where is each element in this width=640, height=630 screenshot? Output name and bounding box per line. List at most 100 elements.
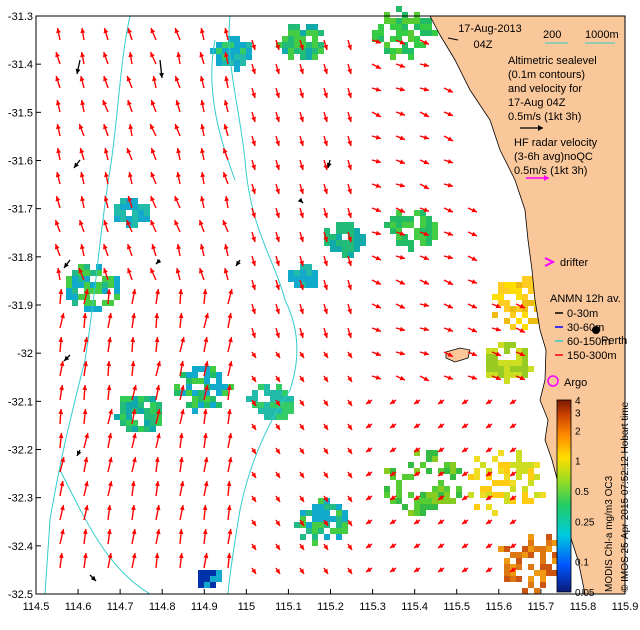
chl-pixel xyxy=(90,282,96,288)
chl-pixel xyxy=(300,264,306,270)
y-tick-label: -31.7 xyxy=(8,204,33,216)
chl-pixel xyxy=(342,240,348,246)
velocity-arrowhead xyxy=(519,375,525,381)
velocity-arrowhead xyxy=(106,505,112,511)
chl-pixel xyxy=(348,252,354,258)
velocity-arrowhead xyxy=(275,164,280,170)
chl-pixel xyxy=(336,222,342,228)
chl-pixel xyxy=(510,312,516,318)
chl-pixel xyxy=(222,48,228,54)
velocity-arrowhead xyxy=(58,433,64,439)
chl-pixel xyxy=(426,18,432,24)
chl-pixel xyxy=(528,318,534,324)
chl-pixel xyxy=(438,492,444,498)
chl-pixel xyxy=(216,390,222,396)
velocity-arrowhead xyxy=(423,134,429,140)
velocity-arrowhead xyxy=(423,302,429,308)
chl-pixel xyxy=(114,216,120,222)
chl-pixel xyxy=(528,462,534,468)
velocity-arrowhead xyxy=(414,567,420,572)
velocity-arrowhead xyxy=(104,172,109,178)
velocity-arrowhead xyxy=(423,112,429,117)
chl-pixel xyxy=(312,534,318,540)
chl-pixel xyxy=(396,234,402,240)
velocity-arrowhead xyxy=(251,212,256,218)
chl-pixel xyxy=(504,480,510,486)
velocity-arrowhead xyxy=(414,495,420,500)
velocity-arrowhead xyxy=(80,52,85,58)
velocity-arrowhead xyxy=(375,39,381,44)
chl-pixel xyxy=(390,474,396,480)
chl-pixel xyxy=(432,504,438,510)
chl-pixel xyxy=(288,30,294,36)
chl-pixel xyxy=(408,462,414,468)
chl-pixel xyxy=(312,42,318,48)
chl-pixel xyxy=(84,300,90,306)
chl-pixel xyxy=(510,306,516,312)
chl-pixel xyxy=(474,504,480,510)
x-tick-label: 114.8 xyxy=(149,601,176,613)
velocity-arrowhead xyxy=(275,472,280,478)
chl-pixel xyxy=(504,576,510,582)
chl-pixel xyxy=(390,222,396,228)
velocity-arrowhead xyxy=(390,399,396,404)
chl-pixel xyxy=(312,36,318,42)
velocity-arrowhead xyxy=(399,63,405,68)
chl-pixel xyxy=(396,498,402,504)
chl-pixel xyxy=(120,408,126,414)
velocity-arrowhead xyxy=(150,52,155,58)
velocity-arrowhead xyxy=(423,376,429,381)
velocity-arrowhead xyxy=(55,172,61,178)
chl-pixel xyxy=(114,414,120,420)
chl-pixel xyxy=(228,48,234,54)
velocity-arrowhead xyxy=(132,457,137,463)
velocity-arrowhead xyxy=(299,424,304,430)
chl-pixel xyxy=(372,36,378,42)
chl-pixel xyxy=(540,582,546,588)
chl-pixel xyxy=(396,228,402,234)
chl-pixel xyxy=(306,510,312,516)
velocity-arrowhead xyxy=(60,313,65,319)
chl-pixel xyxy=(270,390,276,396)
chl-pixel xyxy=(216,372,222,378)
velocity-arrowhead xyxy=(79,148,85,154)
chl-pixel xyxy=(114,288,120,294)
velocity-arrowhead xyxy=(414,423,420,428)
velocity-arrowhead xyxy=(204,313,210,319)
chl-pixel xyxy=(126,198,132,204)
velocity-arrowhead xyxy=(323,568,328,574)
velocity-arrowhead xyxy=(180,385,185,391)
velocity-arrowhead xyxy=(176,52,182,58)
chl-pixel xyxy=(534,570,540,576)
velocity-arrowhead xyxy=(390,447,396,452)
chl-pixel xyxy=(402,222,408,228)
y-tick-label: -31.6 xyxy=(8,156,33,168)
chl-pixel xyxy=(324,240,330,246)
velocity-arrowhead xyxy=(103,148,109,154)
chl-pixel xyxy=(450,498,456,504)
chl-pixel xyxy=(330,240,336,246)
velocity-arrowhead xyxy=(56,268,62,274)
velocity-arrowhead xyxy=(375,134,381,140)
velocity-arrowhead xyxy=(390,495,396,500)
chl-pixel xyxy=(192,366,198,372)
velocity-arrowhead xyxy=(323,284,328,290)
chl-pixel xyxy=(528,276,534,282)
velocity-arrowhead xyxy=(176,172,181,178)
chl-pixel xyxy=(66,276,72,282)
velocity-arrowhead xyxy=(150,196,155,202)
chl-pixel xyxy=(216,48,222,54)
velocity-arrowhead xyxy=(226,505,232,511)
velocity-arrowhead xyxy=(154,337,160,343)
colorbar-tick-label: 0.05 xyxy=(575,588,595,599)
chl-pixel xyxy=(336,534,342,540)
y-tick-label: -31.4 xyxy=(8,59,33,71)
velocity-arrowhead xyxy=(103,76,108,82)
chl-pixel xyxy=(348,228,354,234)
chl-pixel xyxy=(72,282,78,288)
chl-pixel xyxy=(540,558,546,564)
chl-pixel xyxy=(336,522,342,528)
velocity-arrowhead xyxy=(399,111,405,116)
chl-pixel xyxy=(420,510,426,516)
velocity-arrowhead xyxy=(55,196,61,202)
